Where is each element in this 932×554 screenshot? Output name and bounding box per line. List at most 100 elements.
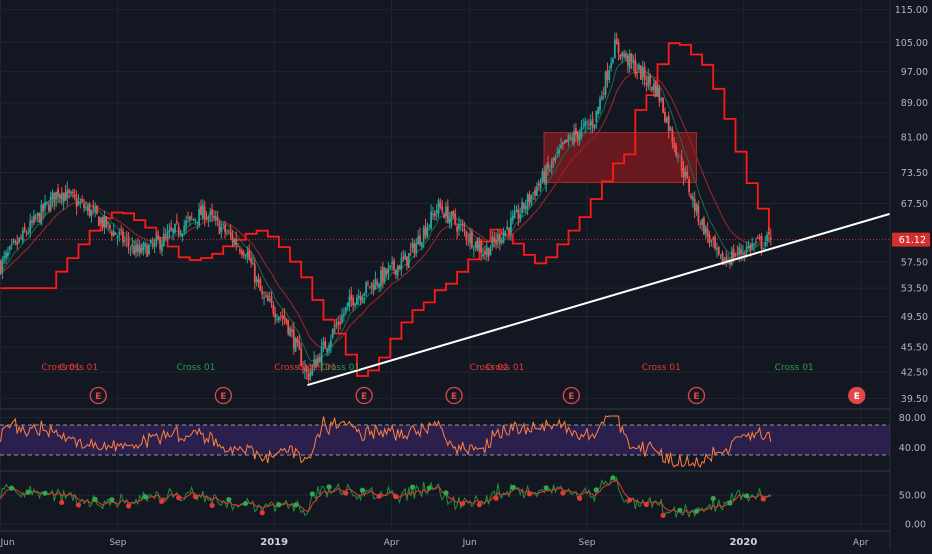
candle-body	[446, 206, 449, 223]
candle	[335, 318, 338, 330]
candle	[103, 210, 106, 234]
candle	[584, 117, 587, 134]
candle-body	[357, 295, 360, 299]
candle	[459, 218, 462, 232]
candle-body	[365, 282, 368, 294]
candle-body	[508, 227, 510, 234]
earnings-marker[interactable]: E	[848, 386, 866, 405]
candle-body	[190, 216, 193, 218]
candle-body	[372, 285, 375, 290]
earnings-marker[interactable]: E	[445, 386, 463, 405]
candle-body	[305, 365, 308, 373]
candle-body	[292, 329, 295, 349]
candle	[684, 166, 687, 182]
oscillator-dot	[326, 484, 332, 490]
candle-body	[420, 242, 423, 247]
candle	[170, 220, 173, 232]
candle	[515, 205, 518, 213]
candle	[625, 50, 627, 62]
candle	[469, 228, 471, 250]
y-tick-label: 81.00	[901, 133, 928, 144]
candle	[12, 238, 15, 245]
candle	[617, 38, 620, 61]
earnings-marker[interactable]: E	[214, 386, 233, 405]
candle	[664, 107, 666, 124]
candle	[716, 242, 718, 258]
candle-body	[86, 205, 89, 212]
last-price-label: 61.12	[899, 235, 926, 246]
candle	[766, 231, 768, 247]
cross-label: Cross 01	[298, 363, 337, 373]
candle	[736, 245, 739, 258]
oscillator-dot	[727, 500, 733, 506]
candle	[539, 177, 542, 193]
candle	[717, 246, 720, 256]
candle	[768, 226, 770, 242]
candle-body	[159, 238, 162, 250]
x-tick-label: Jun	[0, 538, 15, 548]
candle	[456, 223, 458, 240]
candle	[250, 250, 252, 268]
candle	[187, 211, 189, 223]
candle-body	[105, 216, 108, 228]
candle-body	[259, 279, 262, 291]
candle-body	[103, 215, 106, 228]
candle	[216, 211, 219, 227]
candle	[662, 97, 665, 114]
candle	[693, 191, 696, 218]
candle	[10, 238, 13, 250]
earnings-marker[interactable]: E	[355, 386, 373, 405]
candle-body	[110, 231, 113, 236]
candle-body	[27, 232, 30, 234]
candle	[396, 264, 399, 280]
candle-body	[671, 129, 674, 143]
x-tick-label: Sep	[579, 538, 596, 548]
candle-body	[185, 220, 188, 227]
candle-body	[25, 233, 28, 234]
earnings-marker-label: E	[693, 392, 699, 402]
candle-body	[417, 236, 420, 245]
candle	[265, 291, 267, 298]
candle	[561, 141, 564, 150]
candle-body	[222, 224, 225, 225]
candle-body	[23, 226, 26, 232]
candle	[329, 334, 332, 354]
candle	[686, 165, 689, 180]
candle	[638, 62, 640, 73]
candle	[411, 238, 414, 253]
candle	[645, 75, 648, 93]
candle	[235, 231, 238, 251]
candle	[201, 199, 204, 221]
candle	[402, 250, 405, 262]
earnings-marker[interactable]: E	[562, 386, 581, 405]
trendline[interactable]	[307, 190, 932, 387]
candle-body	[270, 296, 273, 303]
candle-body	[57, 188, 59, 197]
candle	[755, 237, 757, 247]
candle	[508, 227, 510, 241]
candle-body	[10, 243, 13, 245]
earnings-marker[interactable]: E	[687, 386, 706, 405]
candle-body	[60, 192, 63, 200]
candle	[263, 291, 265, 306]
oscillator-dot	[42, 490, 48, 496]
candle-body	[266, 295, 269, 302]
candle-body	[407, 252, 410, 268]
candle-body	[701, 218, 703, 225]
candle	[656, 84, 659, 97]
candle-body	[647, 76, 650, 87]
candle	[57, 183, 59, 203]
candle-body	[649, 75, 652, 84]
candle	[348, 289, 351, 312]
x-tick-label: 2020	[729, 537, 757, 548]
earnings-marker[interactable]: E	[89, 386, 107, 405]
candle	[211, 203, 213, 223]
candle-body	[253, 264, 256, 283]
candle	[526, 192, 529, 216]
candle	[281, 308, 284, 326]
candle	[415, 238, 418, 258]
candle	[200, 199, 202, 216]
candle-body	[608, 70, 611, 80]
